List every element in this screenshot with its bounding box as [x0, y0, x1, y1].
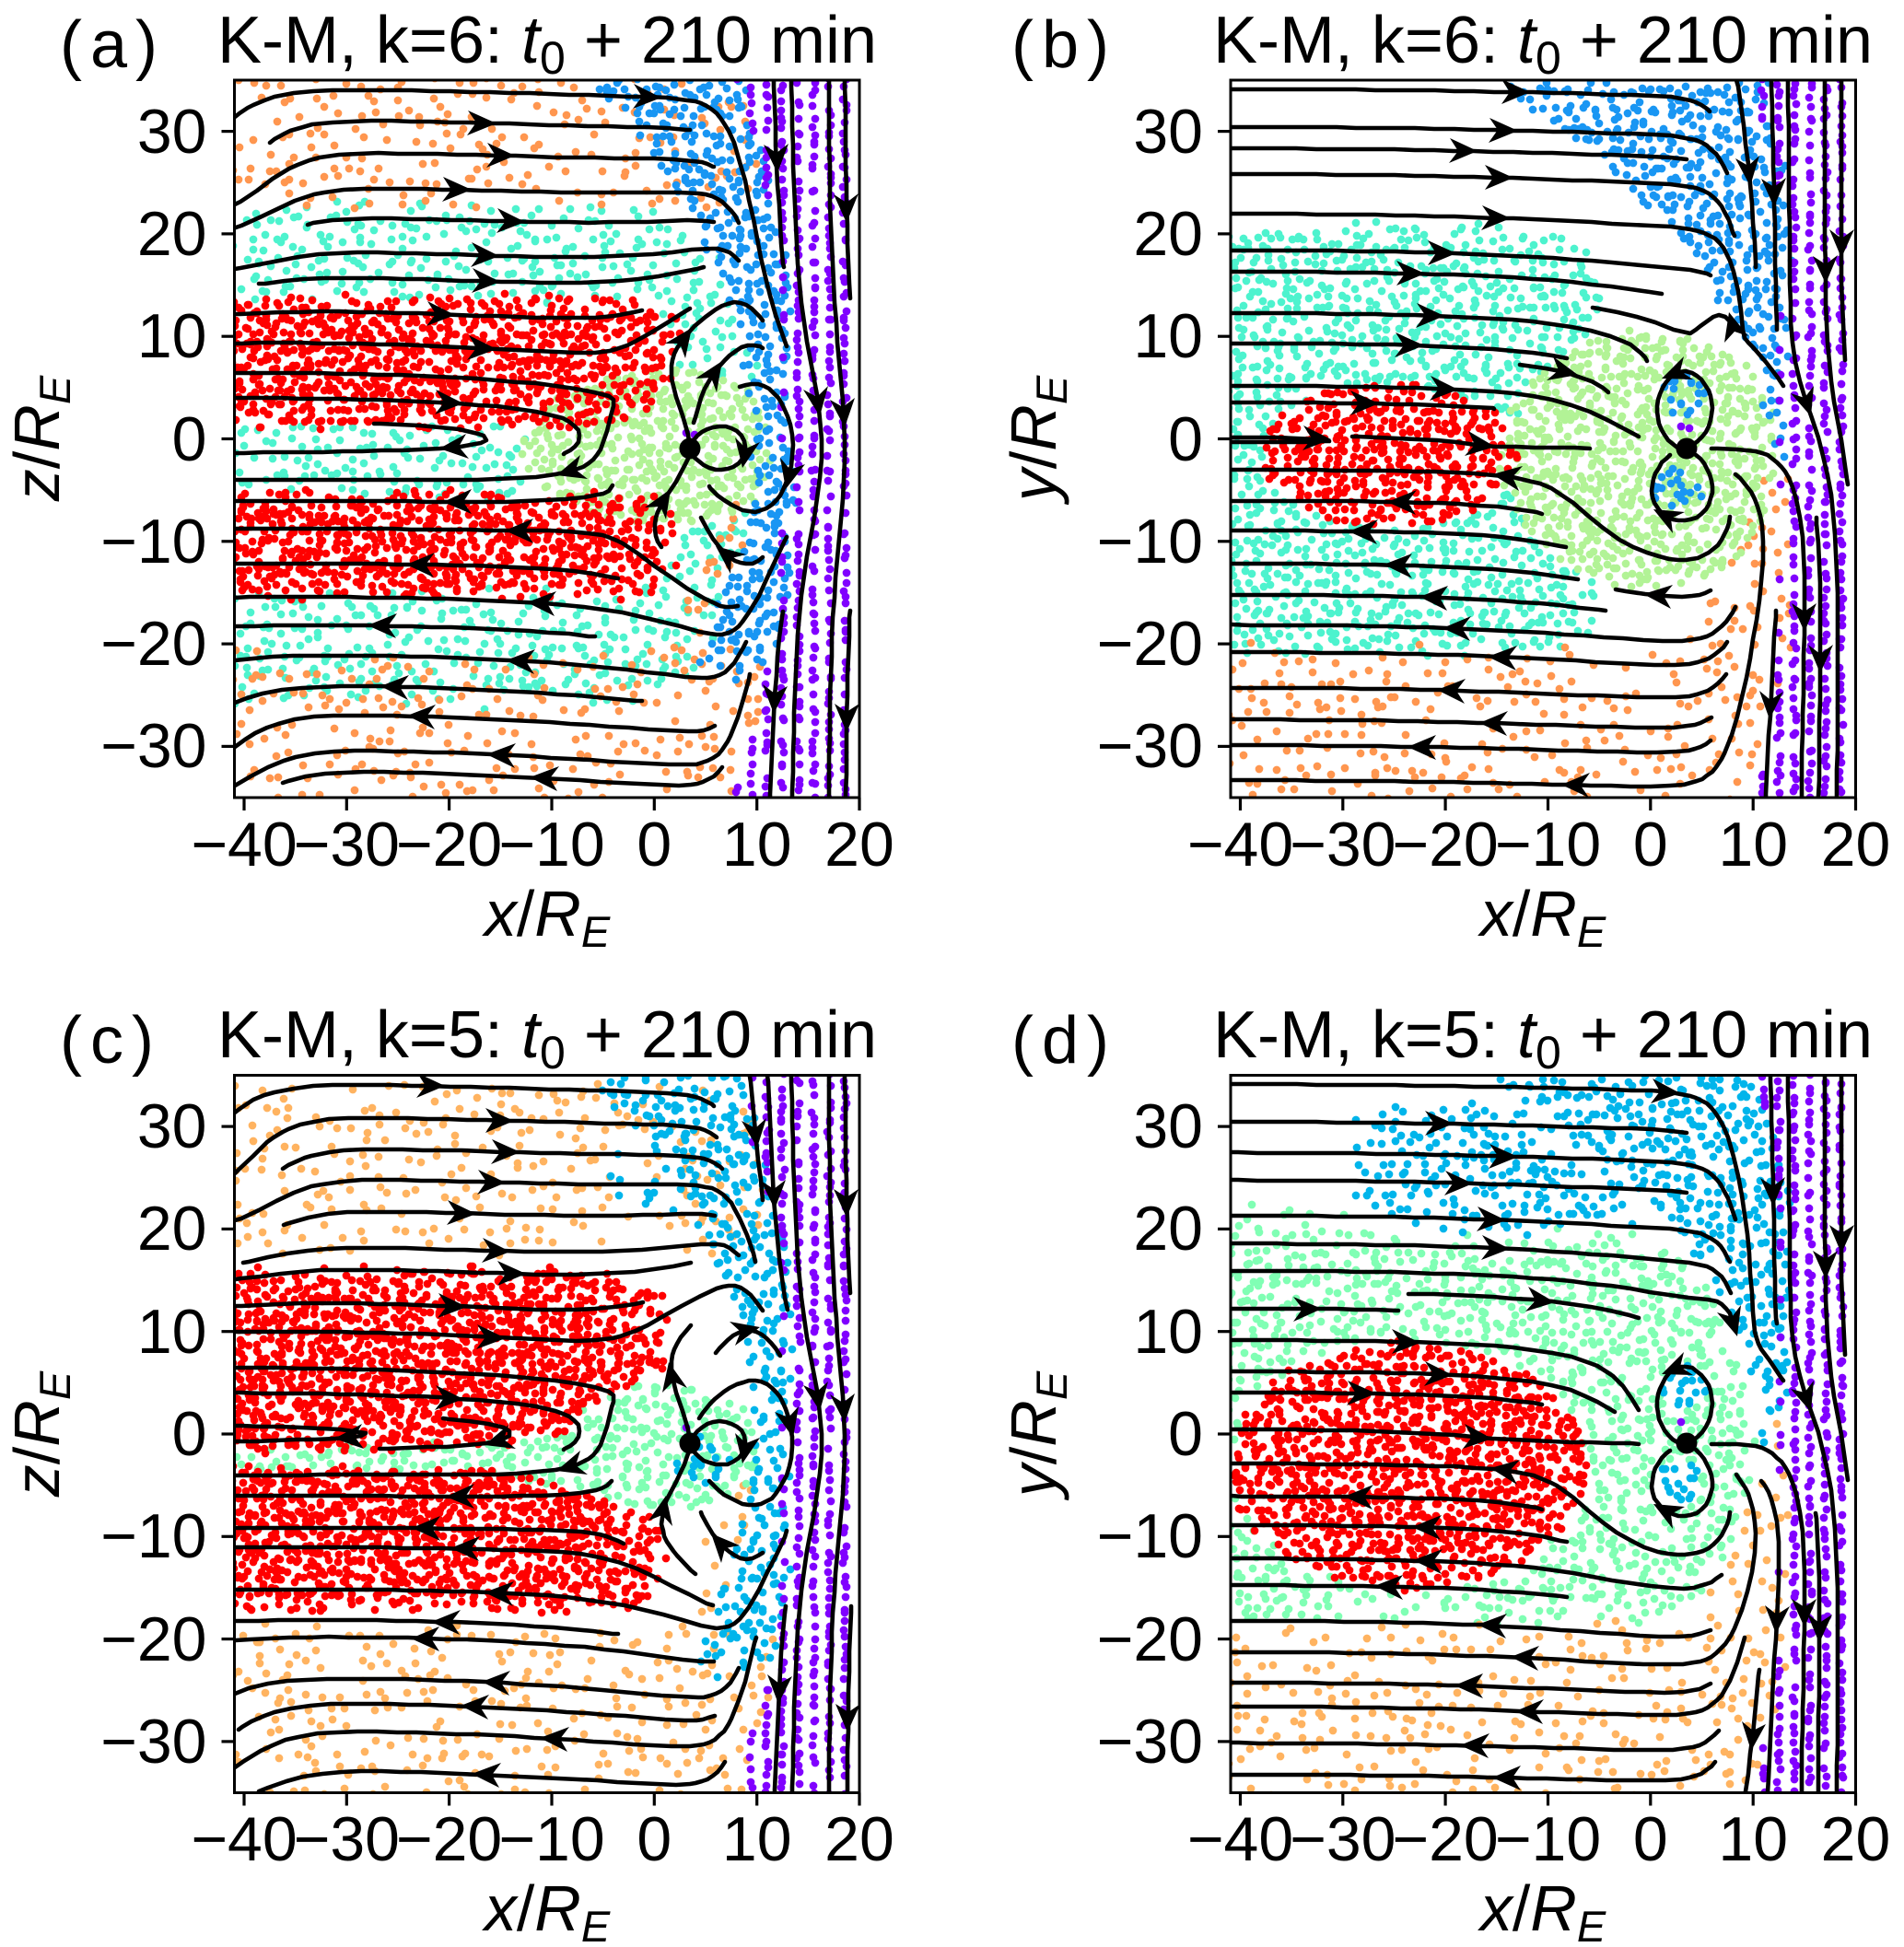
svg-text:−20: −20: [1097, 609, 1203, 679]
svg-text:20: 20: [1133, 1194, 1203, 1264]
svg-text:10: 10: [1718, 810, 1788, 880]
svg-text:x/RE: x/RE: [482, 878, 611, 956]
svg-text:−40: −40: [191, 810, 297, 880]
svg-text:0: 0: [1633, 810, 1668, 880]
svg-text:−10: −10: [100, 507, 206, 577]
svg-text:K-M, k=5: t0 + 210 min: K-M, k=5: t0 + 210 min: [217, 998, 877, 1078]
svg-text:0: 0: [172, 404, 207, 474]
svg-text:10: 10: [1133, 301, 1203, 371]
svg-text:0: 0: [637, 810, 672, 880]
svg-text:10: 10: [137, 301, 207, 371]
svg-text:0: 0: [1633, 1804, 1668, 1874]
svg-text:30: 30: [1133, 97, 1203, 167]
svg-text:20: 20: [824, 810, 894, 880]
svg-text:(a): (a): [60, 8, 166, 82]
svg-text:20: 20: [1821, 810, 1891, 880]
svg-text:−20: −20: [396, 1804, 502, 1874]
svg-text:30: 30: [137, 97, 207, 167]
svg-text:10: 10: [1133, 1297, 1203, 1367]
svg-text:−10: −10: [498, 810, 604, 880]
svg-text:−20: −20: [1392, 810, 1498, 880]
svg-text:(c): (c): [60, 1004, 162, 1078]
svg-text:0: 0: [1168, 1399, 1203, 1469]
svg-text:20: 20: [1821, 1804, 1891, 1874]
svg-text:0: 0: [637, 1804, 672, 1874]
svg-text:20: 20: [137, 1194, 207, 1264]
svg-text:10: 10: [722, 1804, 792, 1874]
svg-text:x/RE: x/RE: [1478, 1872, 1606, 1947]
svg-text:−30: −30: [294, 810, 400, 880]
svg-text:−10: −10: [100, 1501, 206, 1571]
svg-text:20: 20: [1133, 199, 1203, 269]
svg-text:−10: −10: [1097, 1501, 1203, 1571]
svg-text:−10: −10: [1495, 810, 1601, 880]
svg-text:−30: −30: [294, 1804, 400, 1874]
svg-text:20: 20: [824, 1804, 894, 1874]
svg-text:x/RE: x/RE: [1478, 878, 1606, 956]
svg-text:−20: −20: [396, 810, 502, 880]
svg-text:−20: −20: [1097, 1604, 1203, 1674]
svg-text:−10: −10: [1097, 507, 1203, 577]
svg-text:30: 30: [1133, 1091, 1203, 1161]
svg-text:−10: −10: [1495, 1804, 1601, 1874]
svg-text:−30: −30: [100, 711, 206, 781]
svg-text:−40: −40: [1187, 810, 1293, 880]
svg-text:10: 10: [1718, 1804, 1788, 1874]
svg-text:0: 0: [172, 1399, 207, 1469]
svg-text:z/RE: z/RE: [1, 1370, 79, 1498]
svg-text:K-M, k=5: t0 + 210 min: K-M, k=5: t0 + 210 min: [1213, 998, 1873, 1078]
svg-text:−20: −20: [100, 1604, 206, 1674]
svg-text:x/RE: x/RE: [482, 1872, 611, 1947]
svg-text:y/RE: y/RE: [998, 1370, 1076, 1500]
svg-text:y/RE: y/RE: [998, 375, 1076, 505]
svg-text:10: 10: [137, 1297, 207, 1367]
svg-text:30: 30: [137, 1091, 207, 1161]
svg-text:−40: −40: [191, 1804, 297, 1874]
svg-text:−10: −10: [498, 1804, 604, 1874]
svg-text:−30: −30: [1290, 1804, 1396, 1874]
svg-text:−30: −30: [1290, 810, 1396, 880]
svg-text:20: 20: [137, 199, 207, 269]
svg-text:−20: −20: [100, 609, 206, 679]
svg-text:(d): (d): [1011, 1004, 1117, 1078]
svg-text:−40: −40: [1187, 1804, 1293, 1874]
svg-text:−30: −30: [1097, 1707, 1203, 1777]
svg-text:−30: −30: [100, 1707, 206, 1777]
svg-text:(b): (b): [1011, 8, 1117, 82]
svg-text:0: 0: [1168, 404, 1203, 474]
svg-text:z/RE: z/RE: [1, 375, 79, 502]
svg-text:−30: −30: [1097, 711, 1203, 781]
svg-text:−20: −20: [1392, 1804, 1498, 1874]
svg-text:10: 10: [722, 810, 792, 880]
